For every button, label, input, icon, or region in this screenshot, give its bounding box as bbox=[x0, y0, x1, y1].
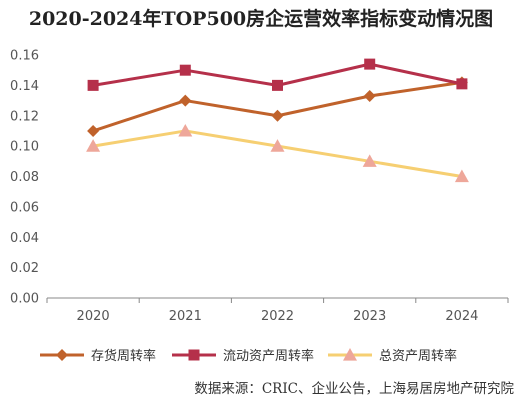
y-tick-label: 0.06 bbox=[10, 200, 39, 215]
data-point bbox=[454, 169, 469, 183]
legend: 存货周转率 流动资产周转率 总资产周转率 bbox=[40, 348, 457, 364]
y-tick-label: 0.10 bbox=[10, 140, 39, 155]
legend-swatch-marker bbox=[343, 348, 357, 361]
legend-label: 总资产周转率 bbox=[379, 348, 457, 364]
data-point bbox=[270, 139, 285, 152]
data-point bbox=[179, 94, 192, 107]
data-point bbox=[363, 90, 376, 103]
data-source-note: 数据来源：CRIC、企业公告，上海易居房地产研究院 bbox=[194, 381, 514, 397]
data-point bbox=[364, 58, 376, 70]
series-2 bbox=[87, 58, 468, 91]
y-tick-label: 0.04 bbox=[10, 231, 39, 246]
data-point bbox=[87, 79, 99, 91]
data-point bbox=[272, 79, 283, 91]
y-tick-label: 0.16 bbox=[10, 49, 39, 64]
chart-title: 2020-2024年TOP500房企运营效率指标变动情况图 bbox=[28, 8, 494, 30]
y-tick-label: 0.08 bbox=[10, 170, 39, 185]
legend-item: 存货周转率 bbox=[40, 348, 156, 364]
data-point bbox=[87, 124, 100, 137]
chart-axes: 0.00 0.02 0.04 0.06 0.08 0.10 0.12 0.14 0.16 2020… bbox=[10, 49, 509, 324]
series-3 bbox=[86, 123, 469, 183]
y-tick-label: 0.14 bbox=[10, 79, 39, 94]
x-tick-label: 2020 bbox=[77, 309, 110, 324]
data-point bbox=[178, 123, 193, 137]
x-tick-label: 2021 bbox=[169, 309, 202, 324]
legend-item: 总资产周转率 bbox=[328, 348, 457, 364]
y-tick-label: 0.00 bbox=[10, 292, 39, 307]
legend-swatch-marker bbox=[188, 349, 200, 361]
y-tick-label: 0.12 bbox=[10, 109, 39, 124]
x-tick-label: 2023 bbox=[353, 309, 386, 324]
series-layer bbox=[86, 58, 469, 183]
legend-label: 存货周转率 bbox=[91, 348, 156, 364]
data-point bbox=[271, 109, 284, 122]
x-tick-label: 2024 bbox=[445, 309, 478, 324]
legend-item: 流动资产周转率 bbox=[172, 348, 314, 364]
legend-swatch-marker bbox=[56, 349, 68, 361]
data-point bbox=[86, 139, 101, 152]
legend-label: 流动资产周转率 bbox=[223, 348, 314, 364]
data-point bbox=[179, 64, 191, 76]
x-tick-label: 2022 bbox=[261, 309, 294, 324]
series-line bbox=[91, 129, 464, 178]
data-point bbox=[456, 78, 468, 90]
data-point bbox=[362, 154, 377, 167]
y-tick-label: 0.02 bbox=[10, 261, 39, 276]
